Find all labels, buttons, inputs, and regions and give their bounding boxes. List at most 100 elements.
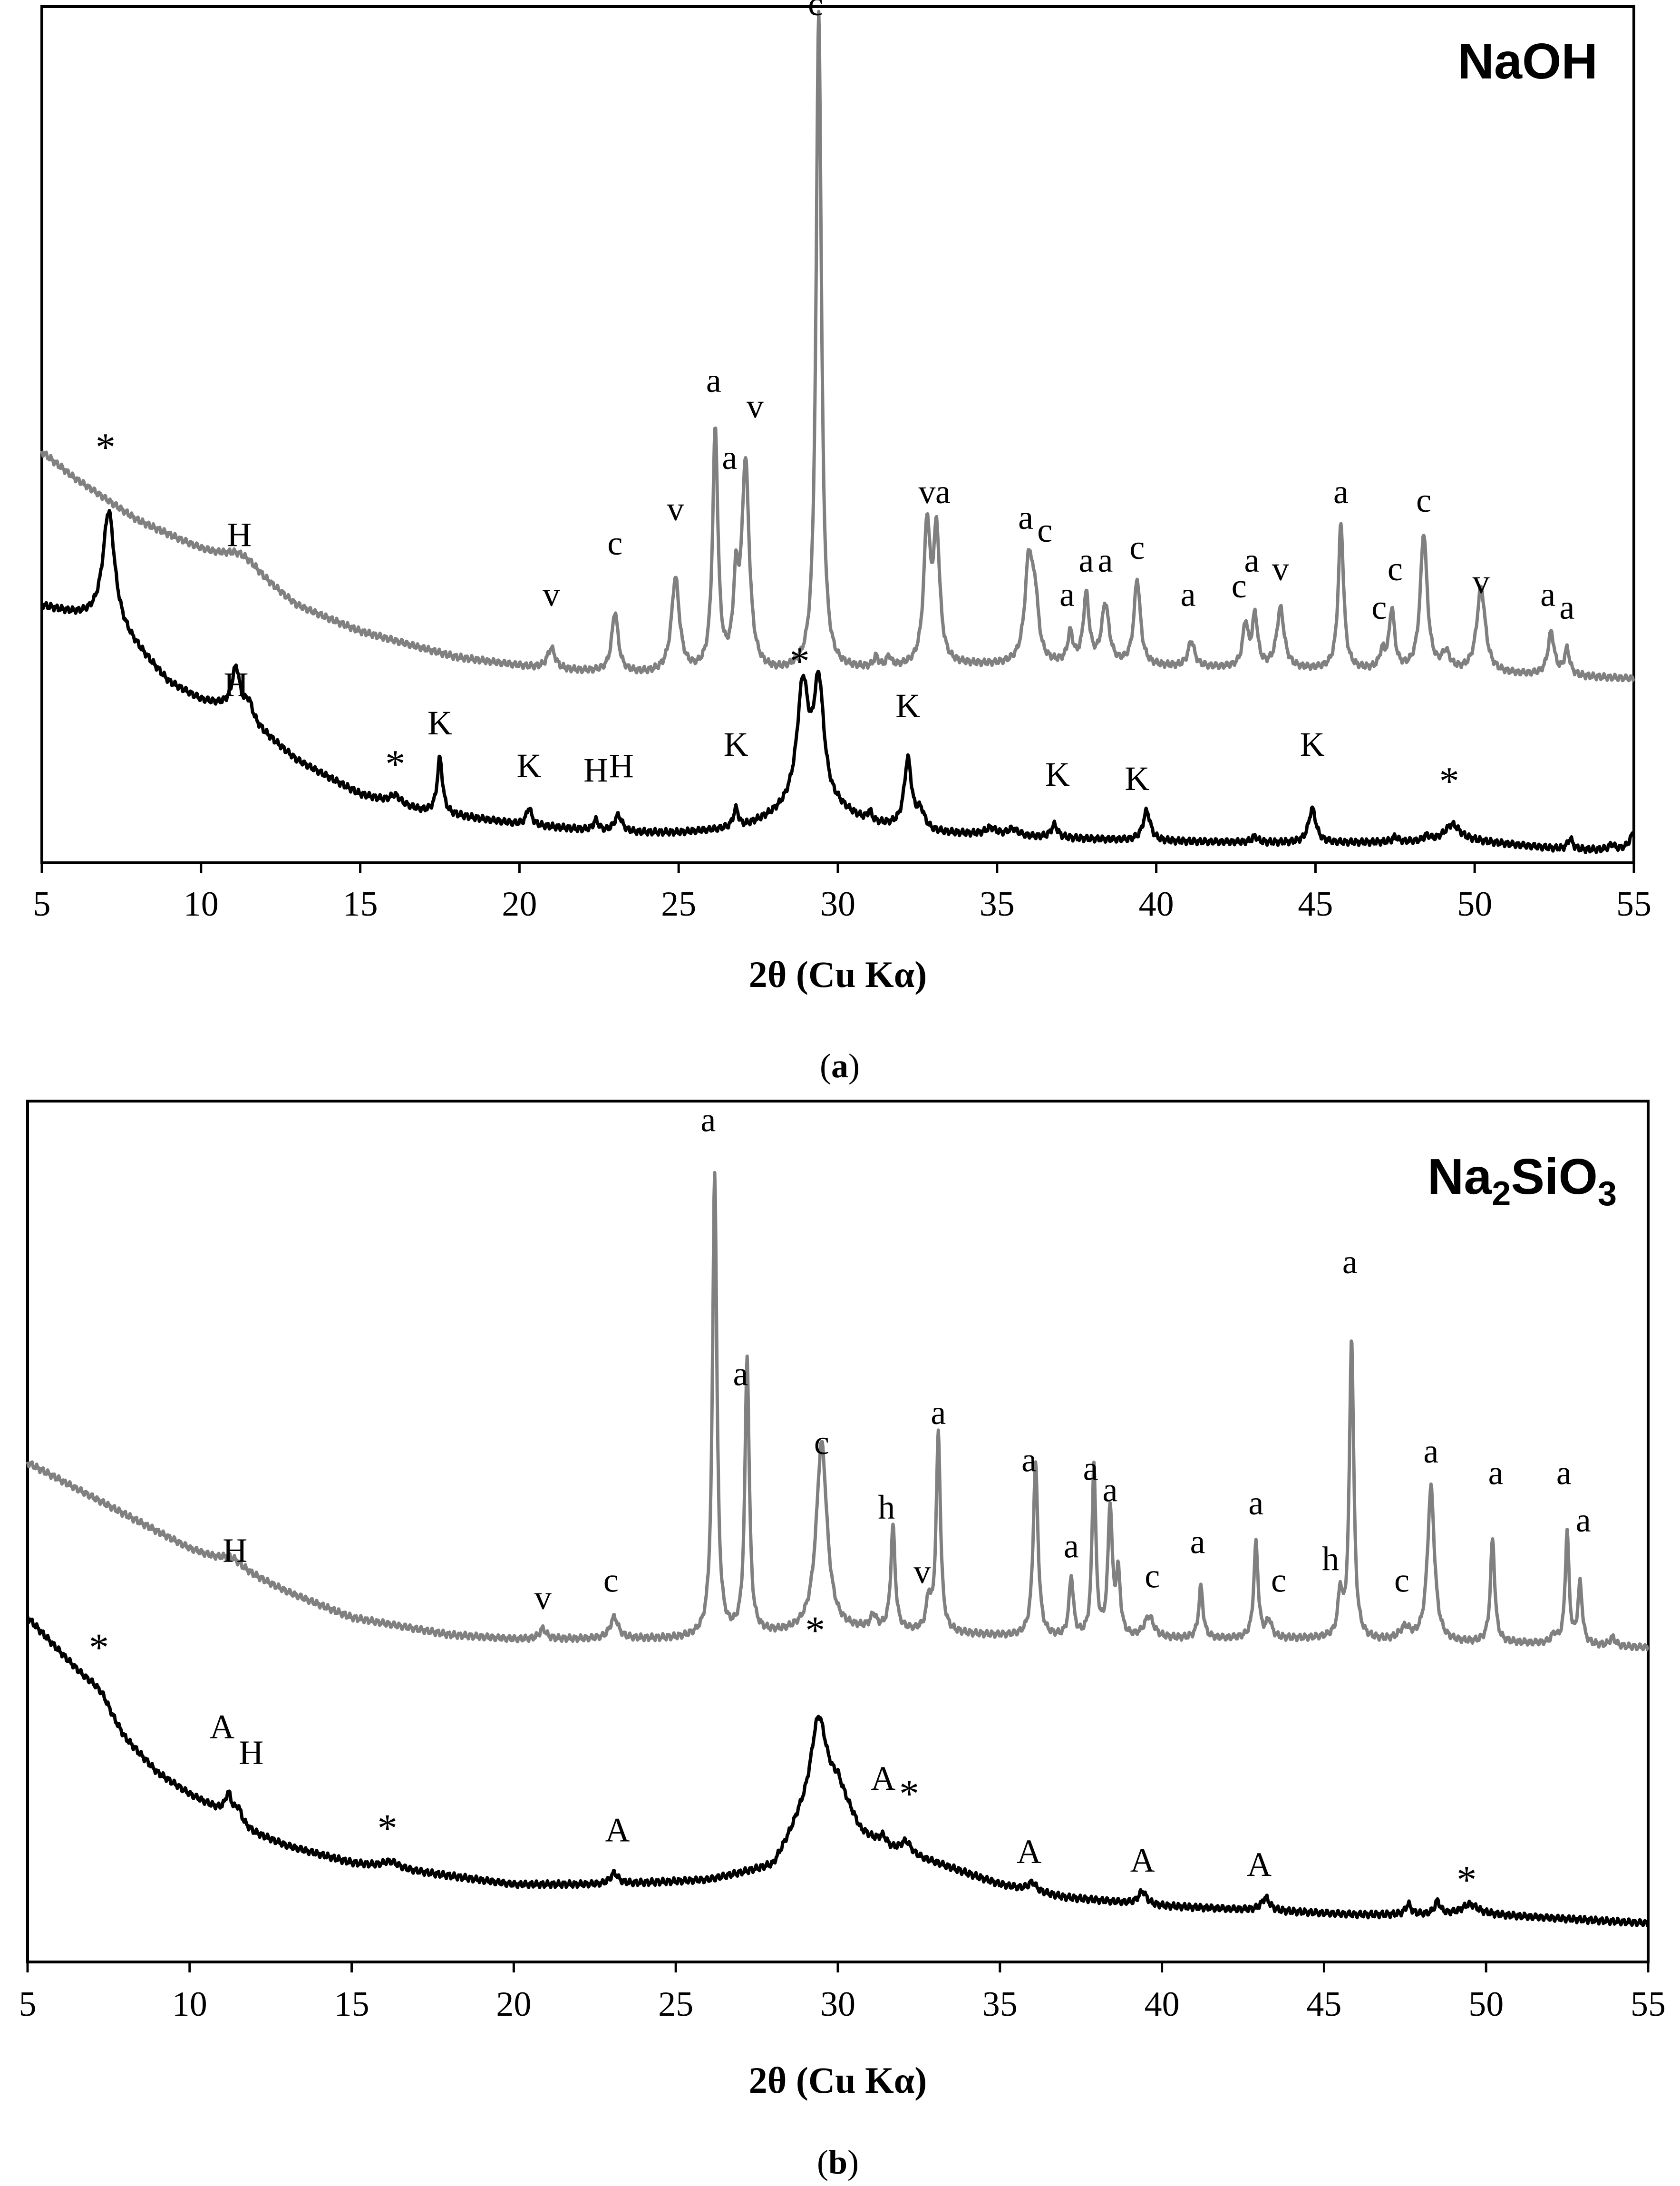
peak-label: H	[223, 1531, 247, 1569]
panel-b-title-sio: SiO	[1511, 1149, 1598, 1205]
peak-label: c	[1232, 567, 1247, 605]
peak-label: *	[805, 1608, 825, 1652]
x-axis-ticks-b: 5 10 15 20 25 30 35 40 45 50 55	[19, 1962, 1666, 2024]
peak-label: A	[605, 1811, 630, 1849]
x-tick-label: 25	[661, 885, 696, 924]
peak-label: h	[878, 1488, 895, 1526]
peak-label: a	[700, 1101, 716, 1139]
x-tick-label: 5	[33, 885, 51, 924]
reacted-trace-b	[26, 1171, 1650, 1652]
peak-label: K	[1300, 725, 1325, 763]
peak-label: *	[89, 1626, 109, 1670]
peak-label: a	[1556, 1454, 1572, 1492]
peak-label: a	[1333, 473, 1349, 511]
peak-label: a	[1078, 541, 1094, 579]
raw-trace-a	[40, 509, 1635, 854]
x-tick-label: 30	[820, 885, 855, 924]
panel-a-caption: (a)	[820, 1047, 860, 1085]
peak-label: H	[239, 1734, 263, 1772]
peak-label: c	[1037, 511, 1052, 549]
peak-label: a	[1488, 1454, 1504, 1492]
peak-label: H	[609, 747, 634, 785]
peak-label: v	[1272, 550, 1289, 588]
panel-a-title: NaOH	[1457, 33, 1598, 89]
peak-label: a	[1540, 576, 1555, 614]
x-tick-label: 10	[172, 1985, 207, 2024]
x-tick-label: 15	[334, 1985, 369, 2024]
peak-label: a	[706, 361, 721, 400]
peak-label: a	[722, 439, 737, 477]
raw-trace-b	[26, 1616, 1650, 1928]
x-tick-label: 10	[184, 885, 219, 924]
x-tick-label: 55	[1616, 885, 1651, 924]
peak-label: A	[1247, 1845, 1272, 1883]
plot-frame-b	[26, 1100, 1650, 1963]
peak-label: a	[1098, 541, 1113, 579]
peak-label: h	[1322, 1540, 1339, 1578]
x-tick-label: 50	[1457, 885, 1492, 924]
peak-label: a	[1021, 1441, 1037, 1479]
panel-a-caption-letter: a	[831, 1047, 848, 1085]
panel-b-caption-letter: b	[828, 2143, 847, 2181]
panel-b-title: Na2SiO3	[1428, 1149, 1617, 1213]
peak-label: K	[1045, 755, 1070, 793]
panel-b-title-sub3: 3	[1598, 1175, 1617, 1213]
x-tick-label: 45	[1298, 885, 1333, 924]
peak-label: c	[1416, 481, 1431, 519]
peak-label: c	[603, 1561, 619, 1600]
peak-label: v	[534, 1579, 552, 1617]
peak-label: a	[1342, 1243, 1358, 1281]
panel-b-title-na: Na	[1428, 1149, 1493, 1205]
x-tick-label: 30	[820, 1985, 855, 2024]
peak-label: K	[517, 747, 542, 785]
peak-label: K	[724, 725, 748, 763]
peak-label: A	[871, 1759, 895, 1797]
peak-label: c	[1271, 1561, 1286, 1600]
peak-label: A	[1130, 1841, 1155, 1879]
x-tick-label: 40	[1139, 885, 1174, 924]
peak-label: H	[583, 751, 608, 789]
peak-label: K	[427, 704, 452, 742]
peak-label: a	[1190, 1522, 1205, 1561]
peak-label: c	[1145, 1557, 1160, 1595]
x-tick-label: 45	[1306, 1985, 1341, 2024]
peak-label: H	[227, 516, 252, 554]
traces-b	[26, 1171, 1650, 1928]
x-axis-label-b: 2θ (Cu Kα)	[749, 2059, 927, 2101]
peak-label: v	[1473, 563, 1490, 601]
peak-label: A	[1017, 1833, 1041, 1871]
x-axis-label-a: 2θ (Cu Kα)	[749, 954, 927, 995]
peak-label: c	[1129, 528, 1145, 566]
peak-label: K	[1125, 760, 1149, 798]
peak-label: *	[899, 1772, 919, 1816]
peak-label: a	[1244, 541, 1260, 579]
peak-label: a	[1559, 588, 1574, 626]
reacted-trace-a	[40, 10, 1635, 683]
peak-label: v	[543, 576, 560, 614]
peak-label: a	[1103, 1471, 1118, 1509]
peak-label: a	[1018, 498, 1033, 537]
peak-label: v	[667, 490, 684, 528]
peak-label: c	[808, 0, 823, 23]
peak-label: a	[935, 473, 951, 511]
x-tick-label: 35	[980, 885, 1015, 924]
x-tick-label: 15	[343, 885, 378, 924]
peak-label: *	[1439, 759, 1459, 803]
x-tick-label: 5	[19, 1985, 37, 2024]
peak-label: *	[1457, 1858, 1476, 1902]
peak-label: c	[1388, 550, 1403, 588]
x-tick-label: 35	[982, 1985, 1018, 2024]
x-tick-label: 50	[1468, 1985, 1504, 2024]
panel-b-title-sub2: 2	[1492, 1175, 1511, 1213]
peak-label: a	[1083, 1449, 1098, 1487]
peak-label: c	[1371, 588, 1387, 626]
x-tick-label: 20	[496, 1985, 531, 2024]
peak-label: H	[224, 665, 249, 703]
plot-frame-a	[40, 5, 1635, 864]
peak-label: c	[814, 1424, 829, 1462]
peak-label: v	[919, 473, 936, 511]
